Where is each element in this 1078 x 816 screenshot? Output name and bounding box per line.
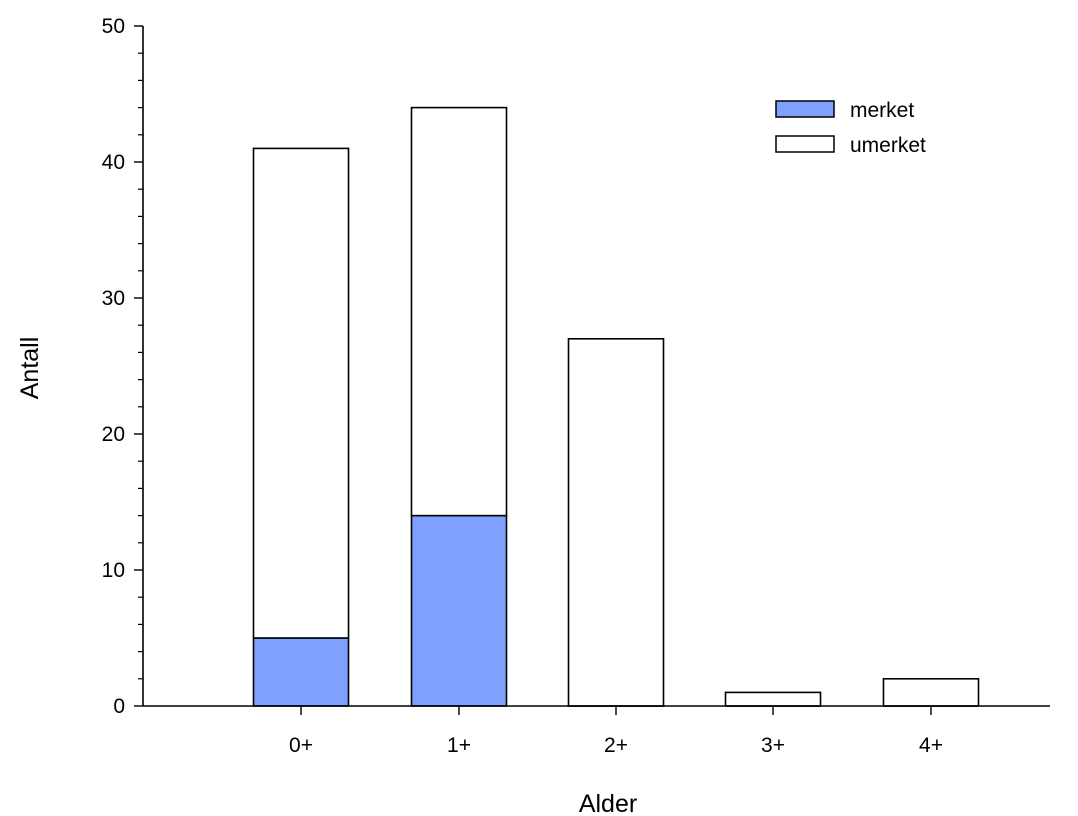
bar-umerket-0+ xyxy=(252,147,350,639)
x-tick-labels: 0+ 1+ 2+ 3+ 4+ xyxy=(289,734,943,757)
x-tick-label: 3+ xyxy=(761,734,785,757)
x-tick-label: 4+ xyxy=(919,734,943,757)
bar-merket-1+ xyxy=(410,514,508,707)
x-tick-label: 1+ xyxy=(447,734,471,757)
bars-group xyxy=(252,106,980,707)
bar-umerket-4+ xyxy=(882,677,980,707)
legend-label-umerket: umerket xyxy=(850,134,926,157)
y-tick-label: 40 xyxy=(102,151,125,174)
bar-merket-0+ xyxy=(252,637,350,707)
x-tick-label: 0+ xyxy=(289,734,313,757)
bar-umerket-1+ xyxy=(410,106,508,517)
bar-umerket-3+ xyxy=(724,691,822,707)
axes-group xyxy=(134,25,1050,715)
y-tick-label: 0 xyxy=(113,695,125,718)
legend-swatch-merket xyxy=(775,100,835,118)
y-tick-label: 10 xyxy=(102,559,125,582)
y-tick-label: 50 xyxy=(102,15,125,38)
y-tick-label: 30 xyxy=(102,287,125,310)
legend-swatch-umerket xyxy=(775,135,835,153)
y-tick-labels: 0 10 20 30 40 50 xyxy=(102,15,125,718)
y-axis-title: Antall xyxy=(16,337,44,400)
legend-label-merket: merket xyxy=(850,99,914,122)
bar-umerket-2+ xyxy=(567,337,665,707)
y-tick-label: 20 xyxy=(102,423,125,446)
legend: merket umerket xyxy=(775,99,926,157)
x-tick-label: 2+ xyxy=(604,734,628,757)
x-axis-title: Alder xyxy=(579,790,637,816)
